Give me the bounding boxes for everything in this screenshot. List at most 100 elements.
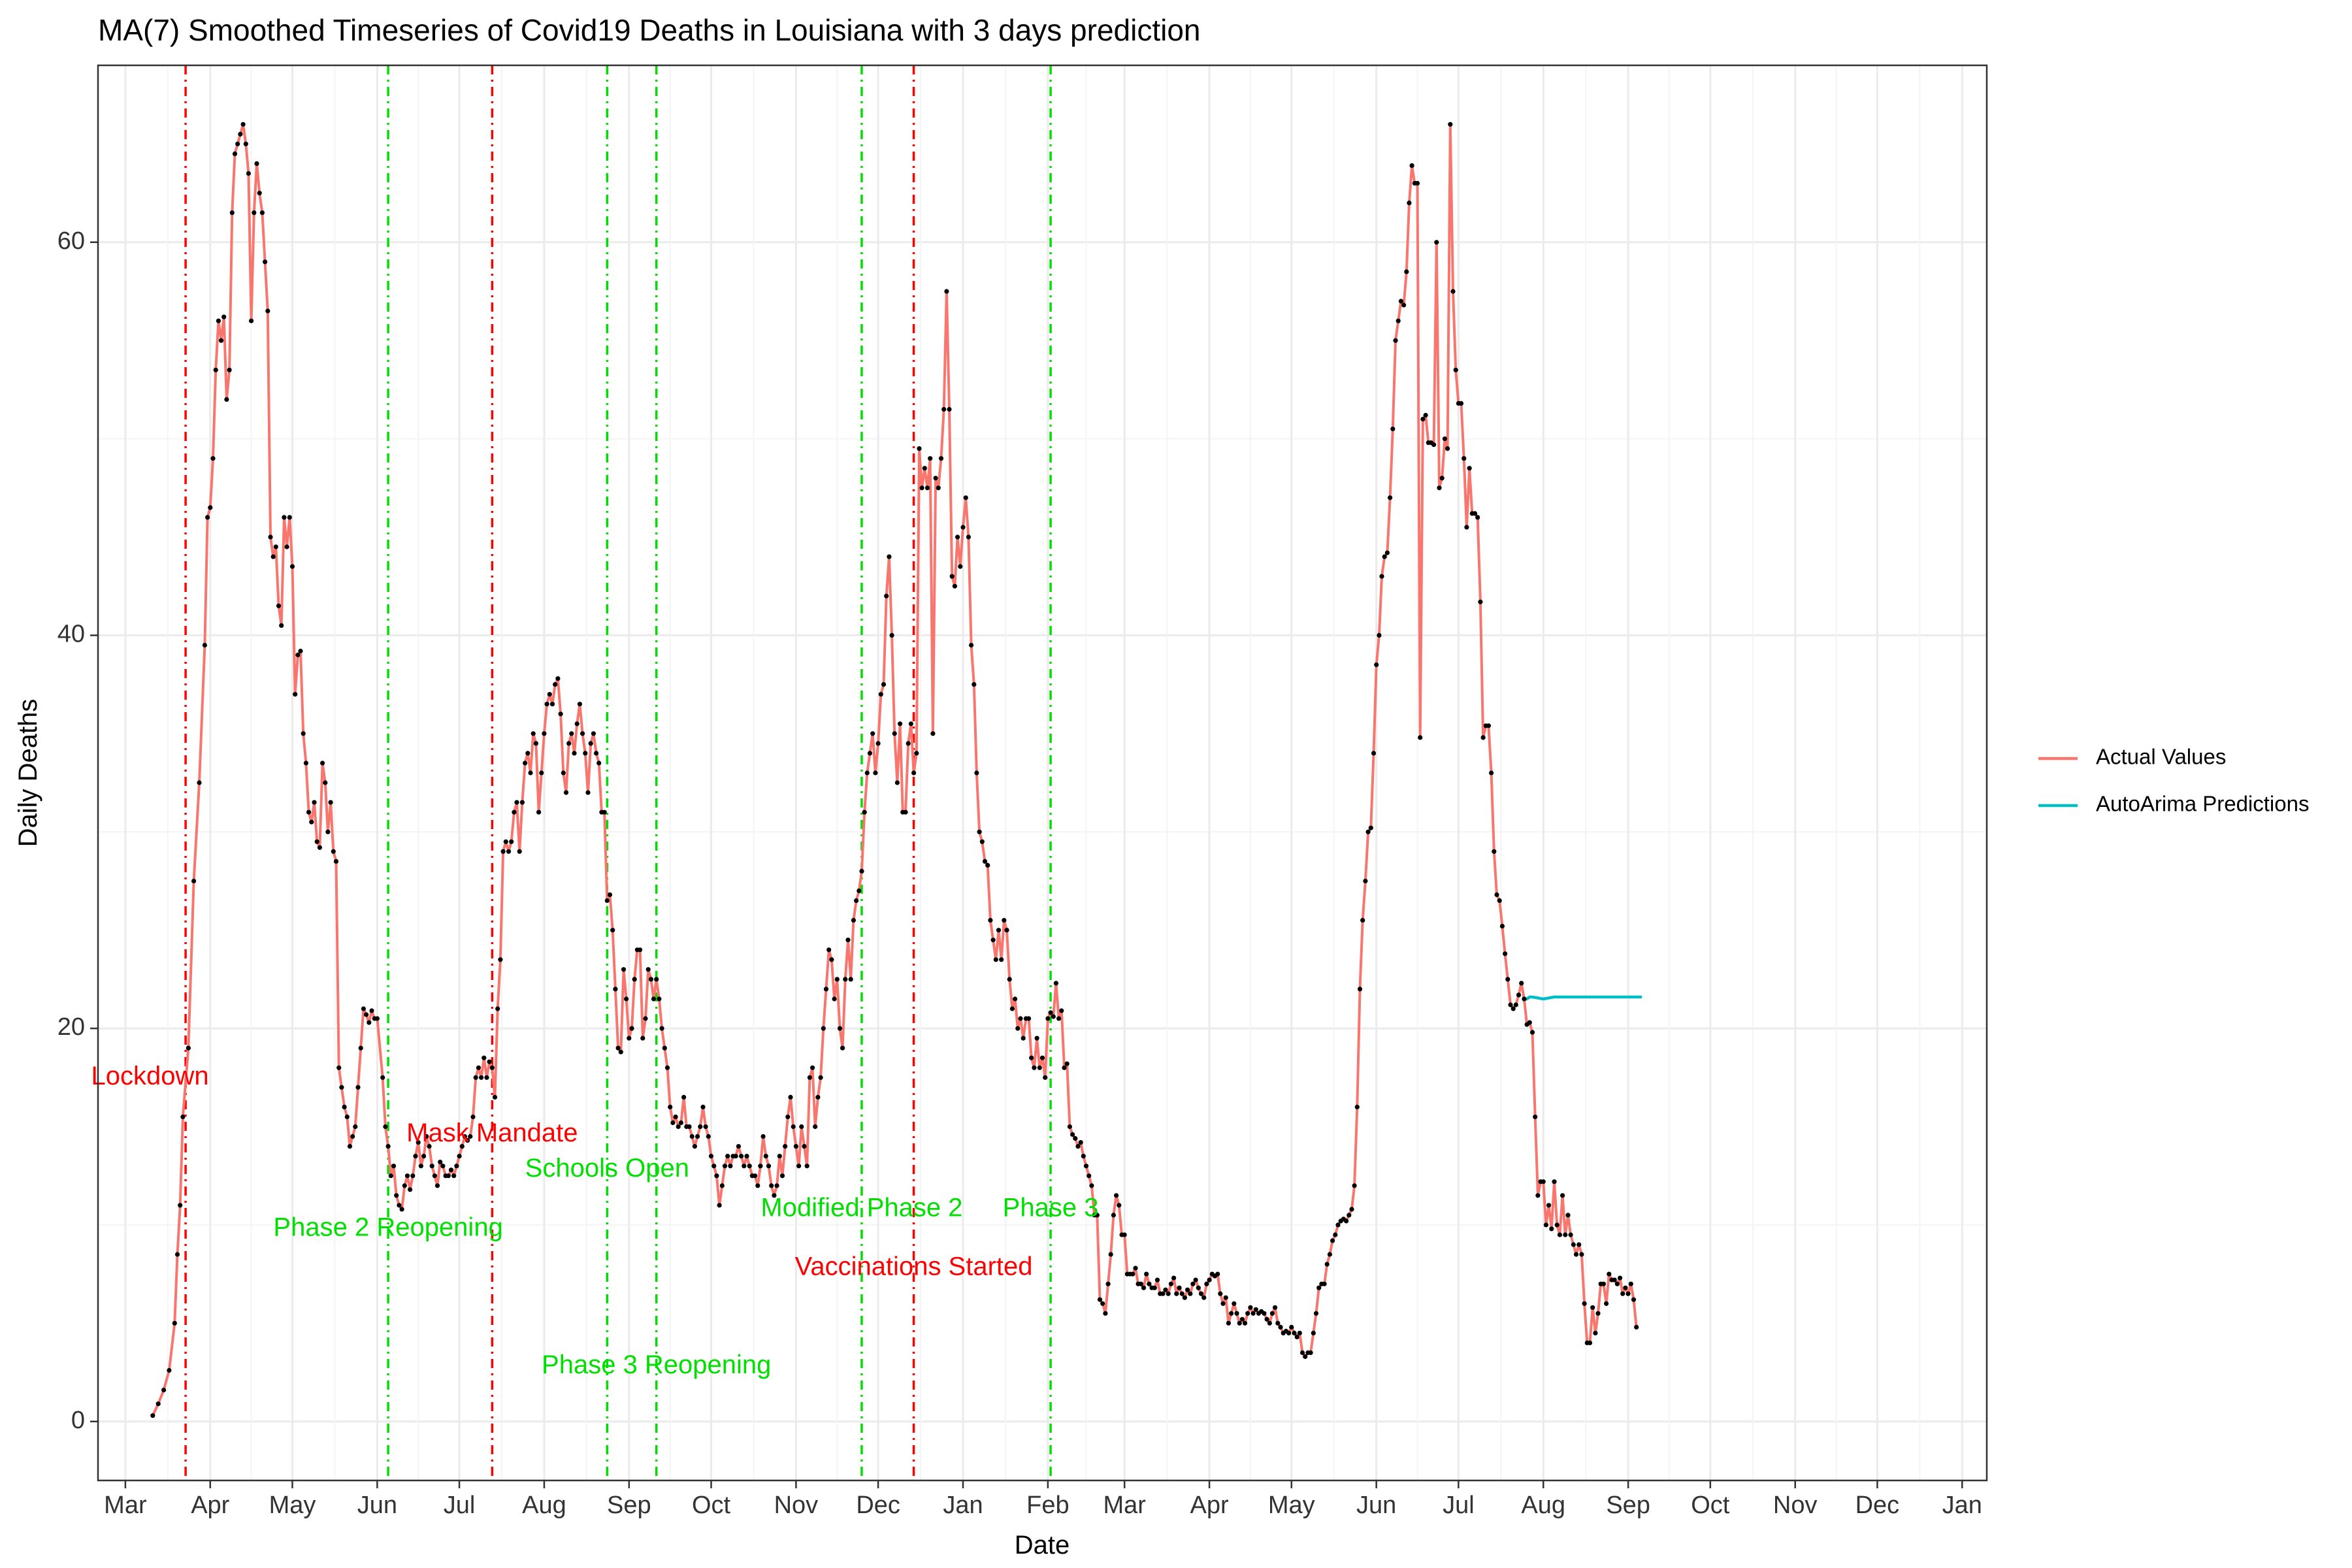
data-point <box>1401 302 1407 308</box>
data-point <box>739 1154 744 1159</box>
data-point <box>1223 1295 1228 1300</box>
data-point <box>479 1075 484 1080</box>
data-point <box>1245 1311 1250 1316</box>
data-point <box>314 839 319 844</box>
data-point <box>1604 1301 1609 1306</box>
data-point <box>1579 1252 1584 1257</box>
data-point <box>1083 1164 1089 1169</box>
data-point <box>1571 1242 1576 1247</box>
x-tick-label: May <box>269 1492 316 1519</box>
data-point <box>1590 1305 1595 1310</box>
legend-label: AutoArima Predictions <box>2096 792 2309 816</box>
data-point <box>878 692 883 697</box>
data-point <box>936 485 941 491</box>
data-point <box>924 485 930 491</box>
data-point <box>1097 1297 1103 1302</box>
data-point <box>186 1045 191 1051</box>
data-point <box>1453 367 1458 372</box>
data-point <box>733 1154 738 1159</box>
data-point <box>928 456 933 461</box>
data-point <box>1563 1232 1568 1237</box>
x-tick-label: Aug <box>522 1492 566 1519</box>
data-point <box>867 751 873 756</box>
data-point <box>1354 1104 1360 1109</box>
data-point <box>191 878 197 884</box>
data-point <box>391 1164 397 1169</box>
data-point <box>1032 1065 1037 1070</box>
data-point <box>229 210 235 216</box>
data-point <box>1013 996 1018 1002</box>
data-point <box>1508 1002 1513 1007</box>
data-point <box>851 918 856 923</box>
data-point <box>834 977 840 982</box>
data-point <box>380 1075 385 1080</box>
data-point <box>1303 1354 1308 1360</box>
data-point <box>282 515 287 520</box>
data-point <box>1100 1301 1105 1306</box>
data-point <box>1565 1213 1571 1218</box>
data-point <box>440 1164 446 1169</box>
data-point <box>1601 1281 1606 1286</box>
data-point <box>569 731 574 736</box>
data-point <box>208 505 213 510</box>
data-point <box>284 544 289 549</box>
event-label: Phase 2 Reopening <box>273 1213 502 1241</box>
data-point <box>470 1114 476 1120</box>
data-point <box>645 967 651 972</box>
data-point <box>1185 1287 1190 1292</box>
data-point <box>1467 466 1472 471</box>
legend-label: Actual Values <box>2096 745 2226 769</box>
data-point <box>1625 1291 1631 1296</box>
data-point <box>1154 1277 1160 1282</box>
data-point <box>791 1124 796 1130</box>
data-point <box>353 1124 358 1130</box>
data-point <box>1039 1055 1045 1060</box>
data-point <box>706 1134 711 1139</box>
data-point <box>591 731 596 736</box>
data-point <box>760 1134 766 1139</box>
data-point <box>221 314 227 319</box>
event-labels: Lockdown Phase 2 Reopening Mask Mandate Sch… <box>91 1062 1099 1379</box>
data-point <box>1313 1311 1319 1316</box>
data-point <box>227 367 232 372</box>
data-point <box>1614 1281 1620 1286</box>
y-tick-label: 60 <box>57 227 85 255</box>
data-point <box>1377 632 1382 638</box>
data-point <box>448 1168 454 1173</box>
data-point <box>432 1173 438 1179</box>
data-point <box>958 564 963 569</box>
x-tick-label: Sep <box>607 1492 651 1519</box>
data-point <box>785 1114 791 1120</box>
data-point <box>949 574 955 579</box>
y-tick-label: 0 <box>71 1407 85 1434</box>
data-point <box>1015 1026 1021 1031</box>
data-point <box>1434 240 1439 245</box>
data-point <box>205 515 210 520</box>
data-point <box>698 1124 703 1130</box>
data-point <box>681 1094 687 1100</box>
data-point <box>369 1008 374 1013</box>
data-point <box>331 849 336 854</box>
data-point <box>216 318 221 323</box>
data-point <box>717 1203 722 1208</box>
data-point <box>859 868 864 874</box>
data-point <box>982 858 988 864</box>
data-point <box>807 1075 812 1080</box>
data-point <box>1511 1006 1516 1011</box>
plot-panel <box>98 65 1987 1480</box>
data-point <box>1007 977 1012 982</box>
data-point <box>265 308 270 314</box>
data-point <box>624 996 629 1002</box>
data-point <box>1122 1232 1127 1237</box>
data-point <box>596 760 602 766</box>
data-point <box>246 171 251 176</box>
legend: Actual Values AutoArima Predictions <box>2038 745 2309 816</box>
x-tick-label: Nov <box>774 1492 819 1519</box>
event-label: Phase 3 Reopening <box>542 1350 771 1379</box>
data-point <box>870 731 875 736</box>
data-point <box>484 1075 489 1080</box>
data-point <box>629 1026 634 1031</box>
data-point <box>388 1173 393 1179</box>
data-point <box>1623 1285 1628 1290</box>
data-point <box>843 977 848 982</box>
